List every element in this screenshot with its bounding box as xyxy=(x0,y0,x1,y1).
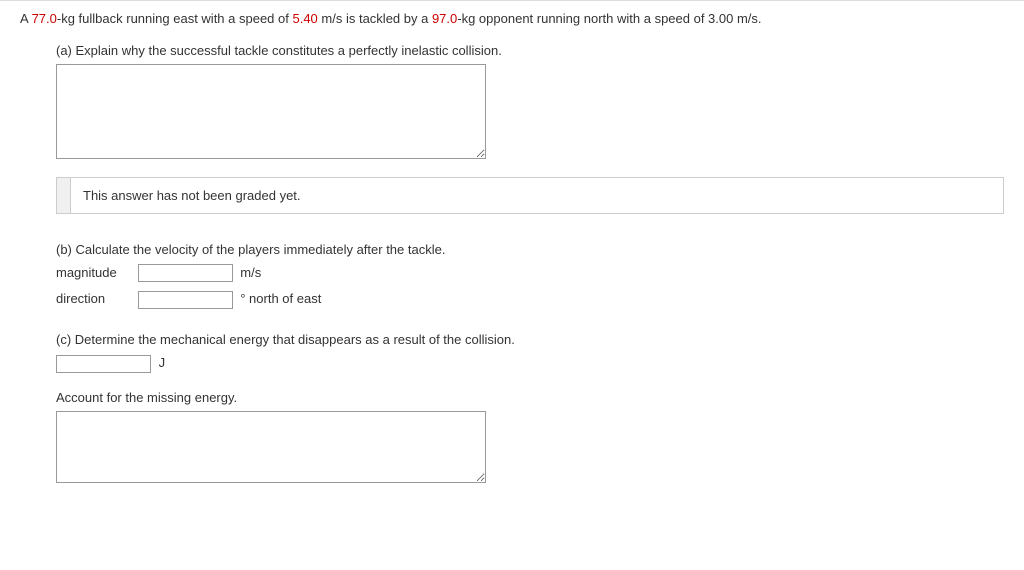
part-b: (b) Calculate the velocity of the player… xyxy=(20,242,1004,311)
highlighted-value: 77.0 xyxy=(32,11,57,26)
highlighted-value: 97.0 xyxy=(432,11,457,26)
grading-status-box: This answer has not been graded yet. xyxy=(70,177,1004,214)
direction-input[interactable] xyxy=(138,291,233,309)
text-fragment: m/s is tackled by a xyxy=(318,11,432,26)
part-a-label: (a) Explain why the successful tackle co… xyxy=(56,43,1004,58)
problem-statement: A 77.0-kg fullback running east with a s… xyxy=(20,9,1004,29)
highlighted-value: 5.40 xyxy=(292,11,317,26)
account-textarea[interactable] xyxy=(56,411,486,483)
part-a: (a) Explain why the successful tackle co… xyxy=(20,43,1004,214)
text-fragment: -kg opponent running north with a speed … xyxy=(457,11,761,26)
problem-container: A 77.0-kg fullback running east with a s… xyxy=(0,0,1024,521)
energy-input[interactable] xyxy=(56,355,151,373)
energy-unit: J xyxy=(159,355,166,370)
account-label: Account for the missing energy. xyxy=(56,390,1004,405)
grading-handle[interactable] xyxy=(56,177,70,214)
magnitude-unit: m/s xyxy=(240,265,261,280)
grading-status-row: This answer has not been graded yet. xyxy=(56,177,1004,214)
part-b-label: (b) Calculate the velocity of the player… xyxy=(56,242,1004,257)
text-fragment: -kg fullback running east with a speed o… xyxy=(57,11,293,26)
part-a-textarea[interactable] xyxy=(56,64,486,159)
direction-row: direction ° north of east xyxy=(56,289,1004,310)
magnitude-row: magnitude m/s xyxy=(56,263,1004,284)
energy-row: J xyxy=(56,353,1004,374)
text-fragment: A xyxy=(20,11,32,26)
magnitude-label: magnitude xyxy=(56,263,134,284)
part-c: (c) Determine the mechanical energy that… xyxy=(20,332,1004,483)
magnitude-input[interactable] xyxy=(138,264,233,282)
direction-unit: ° north of east xyxy=(240,291,321,306)
part-c-label: (c) Determine the mechanical energy that… xyxy=(56,332,1004,347)
direction-label: direction xyxy=(56,289,134,310)
